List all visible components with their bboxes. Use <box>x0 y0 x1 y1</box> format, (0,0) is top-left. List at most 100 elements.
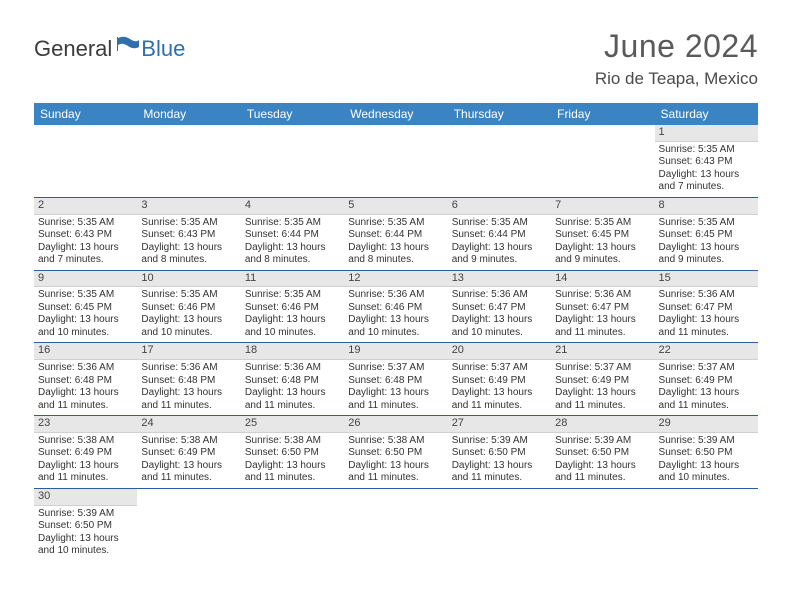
sunset-text: Sunset: 6:50 PM <box>452 447 547 460</box>
sunrise-text: Sunrise: 5:38 AM <box>141 435 236 448</box>
calendar-day-cell: 11Sunrise: 5:35 AMSunset: 6:46 PMDayligh… <box>241 270 344 343</box>
day-number: 10 <box>137 271 240 288</box>
daylight-text: Daylight: 13 hours <box>348 387 443 400</box>
daylight-text: Daylight: 13 hours <box>245 460 340 473</box>
calendar-week-row: 2Sunrise: 5:35 AMSunset: 6:43 PMDaylight… <box>34 197 758 270</box>
calendar-week-row: 30Sunrise: 5:39 AMSunset: 6:50 PMDayligh… <box>34 488 758 560</box>
day-number: 18 <box>241 343 344 360</box>
sunset-text: Sunset: 6:43 PM <box>659 156 754 169</box>
day-number: 20 <box>448 343 551 360</box>
calendar-day-cell: 27Sunrise: 5:39 AMSunset: 6:50 PMDayligh… <box>448 416 551 489</box>
daylight-text: and 11 minutes. <box>245 472 340 485</box>
sunrise-text: Sunrise: 5:35 AM <box>141 217 236 230</box>
daylight-text: Daylight: 13 hours <box>245 242 340 255</box>
daylight-text: Daylight: 13 hours <box>452 314 547 327</box>
sunrise-text: Sunrise: 5:38 AM <box>38 435 133 448</box>
daylight-text: and 11 minutes. <box>245 400 340 413</box>
daylight-text: and 10 minutes. <box>141 327 236 340</box>
day-content: Sunrise: 5:38 AMSunset: 6:49 PMDaylight:… <box>137 433 240 488</box>
sunset-text: Sunset: 6:47 PM <box>452 302 547 315</box>
location-label: Rio de Teapa, Mexico <box>595 69 758 89</box>
sunset-text: Sunset: 6:50 PM <box>659 447 754 460</box>
daylight-text: Daylight: 13 hours <box>555 242 650 255</box>
day-number: 11 <box>241 271 344 288</box>
daylight-text: Daylight: 13 hours <box>348 242 443 255</box>
sunset-text: Sunset: 6:50 PM <box>38 520 133 533</box>
daylight-text: Daylight: 13 hours <box>555 460 650 473</box>
daylight-text: Daylight: 13 hours <box>38 242 133 255</box>
sunrise-text: Sunrise: 5:35 AM <box>659 144 754 157</box>
sunset-text: Sunset: 6:46 PM <box>348 302 443 315</box>
day-number: 4 <box>241 198 344 215</box>
daylight-text: and 11 minutes. <box>141 472 236 485</box>
calendar-day-cell <box>344 125 447 197</box>
day-number: 16 <box>34 343 137 360</box>
day-content: Sunrise: 5:37 AMSunset: 6:49 PMDaylight:… <box>551 360 654 415</box>
daylight-text: and 9 minutes. <box>555 254 650 267</box>
day-content: Sunrise: 5:36 AMSunset: 6:48 PMDaylight:… <box>34 360 137 415</box>
weekday-header: Monday <box>137 103 240 125</box>
day-content: Sunrise: 5:35 AMSunset: 6:45 PMDaylight:… <box>34 287 137 342</box>
daylight-text: Daylight: 13 hours <box>141 460 236 473</box>
calendar-day-cell: 26Sunrise: 5:38 AMSunset: 6:50 PMDayligh… <box>344 416 447 489</box>
daylight-text: and 8 minutes. <box>141 254 236 267</box>
weekday-header: Friday <box>551 103 654 125</box>
sunrise-text: Sunrise: 5:39 AM <box>452 435 547 448</box>
month-title: June 2024 <box>595 28 758 65</box>
calendar-day-cell <box>137 125 240 197</box>
daylight-text: and 11 minutes. <box>38 472 133 485</box>
day-content: Sunrise: 5:39 AMSunset: 6:50 PMDaylight:… <box>448 433 551 488</box>
daylight-text: Daylight: 13 hours <box>555 314 650 327</box>
calendar-day-cell <box>655 488 758 560</box>
day-content: Sunrise: 5:37 AMSunset: 6:49 PMDaylight:… <box>448 360 551 415</box>
sunset-text: Sunset: 6:47 PM <box>659 302 754 315</box>
day-content: Sunrise: 5:35 AMSunset: 6:43 PMDaylight:… <box>34 215 137 270</box>
daylight-text: Daylight: 13 hours <box>452 242 547 255</box>
calendar-week-row: 9Sunrise: 5:35 AMSunset: 6:45 PMDaylight… <box>34 270 758 343</box>
calendar-day-cell: 24Sunrise: 5:38 AMSunset: 6:49 PMDayligh… <box>137 416 240 489</box>
daylight-text: and 9 minutes. <box>659 254 754 267</box>
calendar-day-cell: 20Sunrise: 5:37 AMSunset: 6:49 PMDayligh… <box>448 343 551 416</box>
day-content: Sunrise: 5:35 AMSunset: 6:43 PMDaylight:… <box>655 142 758 197</box>
day-number: 14 <box>551 271 654 288</box>
sunset-text: Sunset: 6:48 PM <box>38 375 133 388</box>
day-content: Sunrise: 5:36 AMSunset: 6:47 PMDaylight:… <box>655 287 758 342</box>
daylight-text: and 7 minutes. <box>659 181 754 194</box>
day-number: 22 <box>655 343 758 360</box>
daylight-text: Daylight: 13 hours <box>348 314 443 327</box>
sunrise-text: Sunrise: 5:35 AM <box>38 217 133 230</box>
daylight-text: and 10 minutes. <box>38 545 133 558</box>
sunrise-text: Sunrise: 5:39 AM <box>659 435 754 448</box>
daylight-text: and 10 minutes. <box>38 327 133 340</box>
sunset-text: Sunset: 6:44 PM <box>348 229 443 242</box>
day-number: 12 <box>344 271 447 288</box>
day-content: Sunrise: 5:38 AMSunset: 6:50 PMDaylight:… <box>344 433 447 488</box>
sunrise-text: Sunrise: 5:39 AM <box>38 508 133 521</box>
day-content: Sunrise: 5:35 AMSunset: 6:45 PMDaylight:… <box>655 215 758 270</box>
daylight-text: and 11 minutes. <box>452 400 547 413</box>
daylight-text: Daylight: 13 hours <box>38 460 133 473</box>
weekday-header: Saturday <box>655 103 758 125</box>
sunset-text: Sunset: 6:45 PM <box>555 229 650 242</box>
sunrise-text: Sunrise: 5:38 AM <box>245 435 340 448</box>
day-number: 1 <box>655 125 758 142</box>
daylight-text: and 11 minutes. <box>141 400 236 413</box>
sunset-text: Sunset: 6:45 PM <box>38 302 133 315</box>
day-content: Sunrise: 5:36 AMSunset: 6:47 PMDaylight:… <box>551 287 654 342</box>
sunrise-text: Sunrise: 5:36 AM <box>38 362 133 375</box>
daylight-text: Daylight: 13 hours <box>659 169 754 182</box>
day-number: 24 <box>137 416 240 433</box>
day-content: Sunrise: 5:36 AMSunset: 6:47 PMDaylight:… <box>448 287 551 342</box>
calendar-day-cell: 17Sunrise: 5:36 AMSunset: 6:48 PMDayligh… <box>137 343 240 416</box>
daylight-text: and 7 minutes. <box>38 254 133 267</box>
brand-part1: General <box>34 36 112 62</box>
brand-logo: General Blue <box>34 36 185 62</box>
day-number: 2 <box>34 198 137 215</box>
calendar-day-cell: 23Sunrise: 5:38 AMSunset: 6:49 PMDayligh… <box>34 416 137 489</box>
day-number: 27 <box>448 416 551 433</box>
calendar-day-cell: 12Sunrise: 5:36 AMSunset: 6:46 PMDayligh… <box>344 270 447 343</box>
sunset-text: Sunset: 6:50 PM <box>245 447 340 460</box>
daylight-text: Daylight: 13 hours <box>555 387 650 400</box>
sunset-text: Sunset: 6:49 PM <box>452 375 547 388</box>
day-number: 26 <box>344 416 447 433</box>
